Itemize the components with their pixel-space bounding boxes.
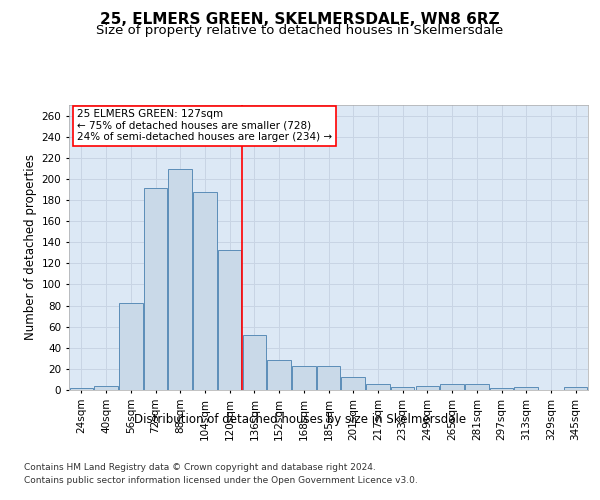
Bar xyxy=(169,170,192,390)
Bar xyxy=(514,387,538,390)
Bar xyxy=(366,384,389,390)
Bar xyxy=(440,384,464,390)
Bar xyxy=(242,335,266,390)
Bar xyxy=(144,188,167,390)
Bar xyxy=(193,192,217,390)
Bar xyxy=(564,387,587,390)
Text: Distribution of detached houses by size in Skelmersdale: Distribution of detached houses by size … xyxy=(134,412,466,426)
Bar xyxy=(465,384,488,390)
Text: Size of property relative to detached houses in Skelmersdale: Size of property relative to detached ho… xyxy=(97,24,503,37)
Bar xyxy=(268,360,291,390)
Bar xyxy=(341,378,365,390)
Bar xyxy=(317,366,340,390)
Bar xyxy=(218,250,241,390)
Bar xyxy=(94,386,118,390)
Bar xyxy=(70,388,93,390)
Bar xyxy=(490,388,513,390)
Bar xyxy=(391,387,415,390)
Bar xyxy=(292,366,316,390)
Text: 25, ELMERS GREEN, SKELMERSDALE, WN8 6RZ: 25, ELMERS GREEN, SKELMERSDALE, WN8 6RZ xyxy=(100,12,500,28)
Y-axis label: Number of detached properties: Number of detached properties xyxy=(25,154,37,340)
Text: 25 ELMERS GREEN: 127sqm
← 75% of detached houses are smaller (728)
24% of semi-d: 25 ELMERS GREEN: 127sqm ← 75% of detache… xyxy=(77,110,332,142)
Bar xyxy=(119,304,143,390)
Bar xyxy=(416,386,439,390)
Text: Contains HM Land Registry data © Crown copyright and database right 2024.: Contains HM Land Registry data © Crown c… xyxy=(24,462,376,471)
Text: Contains public sector information licensed under the Open Government Licence v3: Contains public sector information licen… xyxy=(24,476,418,485)
